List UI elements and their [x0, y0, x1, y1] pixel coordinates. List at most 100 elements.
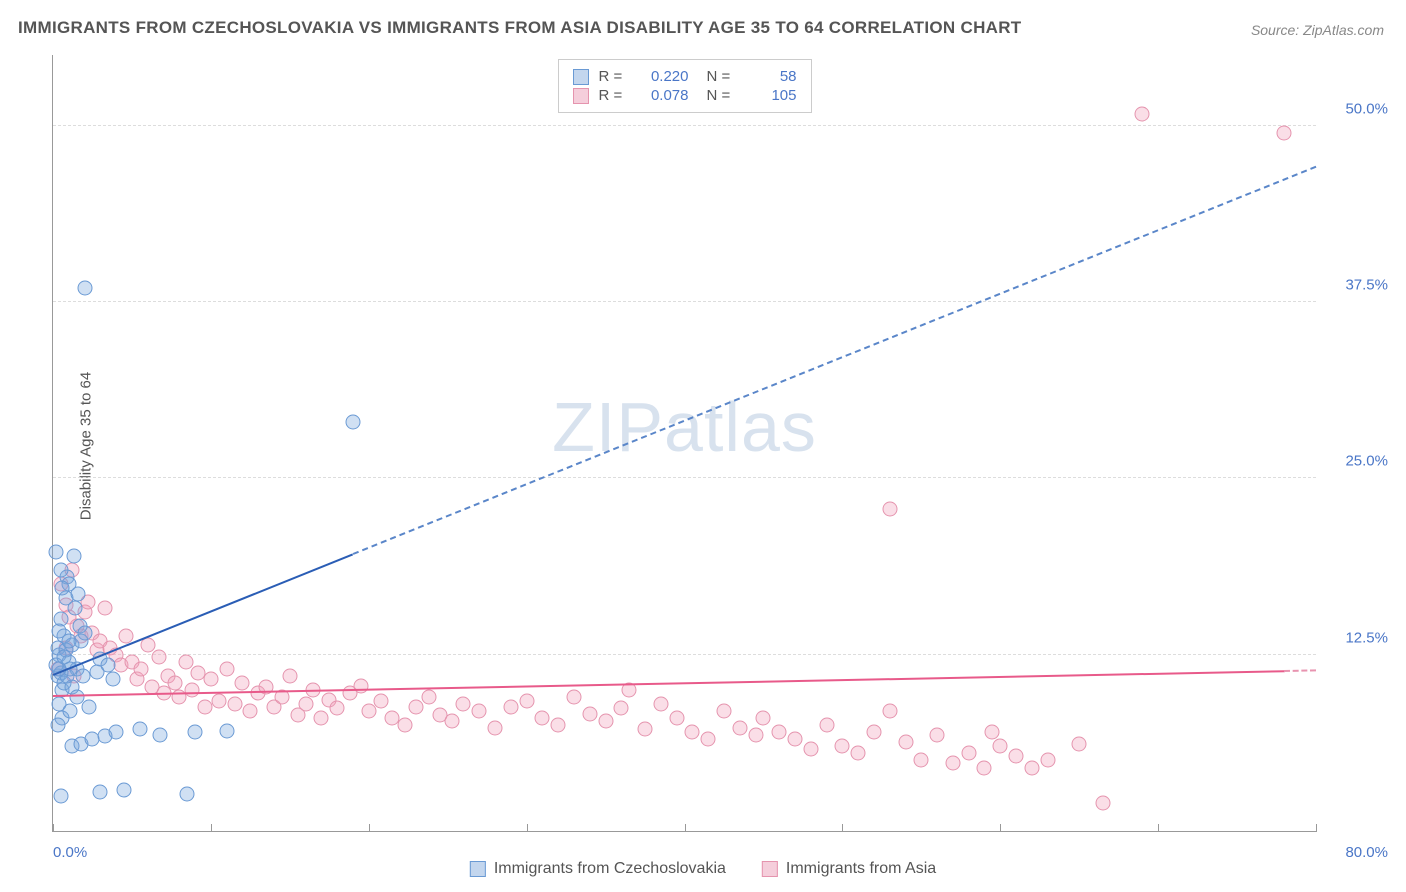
legend-row: R =0.078N =105 — [573, 87, 797, 104]
scatter-point — [1040, 753, 1055, 768]
scatter-point — [756, 711, 771, 726]
scatter-point — [851, 746, 866, 761]
gridline — [53, 477, 1316, 478]
scatter-point — [330, 701, 345, 716]
scatter-point — [71, 586, 86, 601]
y-tick-label: 37.5% — [1345, 276, 1388, 293]
scatter-point — [1277, 125, 1292, 140]
legend-r-label: R = — [599, 68, 633, 85]
scatter-point — [211, 694, 226, 709]
scatter-point — [638, 722, 653, 737]
trend-line — [1284, 670, 1316, 673]
scatter-point — [535, 711, 550, 726]
trend-line — [53, 553, 354, 675]
scatter-point — [1024, 760, 1039, 775]
legend-r-label: R = — [599, 87, 633, 104]
scatter-point — [653, 697, 668, 712]
scatter-point — [374, 694, 389, 709]
scatter-point — [551, 718, 566, 733]
scatter-point — [82, 699, 97, 714]
watermark: ZIPatlas — [552, 387, 817, 467]
scatter-point — [219, 661, 234, 676]
legend-label: Immigrants from Asia — [786, 860, 936, 878]
scatter-point — [456, 697, 471, 712]
scatter-point — [835, 739, 850, 754]
scatter-point — [993, 739, 1008, 754]
correlation-legend: R =0.220N =58R =0.078N =105 — [558, 59, 812, 113]
plot-area: ZIPatlas R =0.220N =58R =0.078N =105 0.0… — [52, 55, 1316, 832]
scatter-point — [219, 723, 234, 738]
scatter-point — [180, 787, 195, 802]
scatter-point — [197, 699, 212, 714]
legend-label: Immigrants from Czechoslovakia — [494, 860, 726, 878]
scatter-point — [188, 725, 203, 740]
scatter-point — [178, 654, 193, 669]
scatter-point — [66, 548, 81, 563]
scatter-point — [50, 718, 65, 733]
scatter-point — [398, 718, 413, 733]
legend-item: Immigrants from Czechoslovakia — [470, 860, 726, 878]
x-tick — [53, 824, 54, 832]
scatter-point — [788, 732, 803, 747]
scatter-point — [503, 699, 518, 714]
scatter-point — [1009, 749, 1024, 764]
legend-swatch — [573, 69, 589, 85]
x-tick — [685, 824, 686, 832]
scatter-point — [488, 721, 503, 736]
x-axis-end-label: 80.0% — [1345, 844, 1388, 861]
scatter-point — [598, 713, 613, 728]
scatter-point — [63, 704, 78, 719]
legend-row: R =0.220N =58 — [573, 68, 797, 85]
gridline — [53, 654, 1316, 655]
scatter-point — [614, 701, 629, 716]
scatter-point — [866, 725, 881, 740]
series-legend: Immigrants from Czechoslovakia Immigrants… — [470, 860, 936, 878]
chart-title: IMMIGRANTS FROM CZECHOSLOVAKIA VS IMMIGR… — [18, 18, 1022, 38]
y-tick-label: 25.0% — [1345, 453, 1388, 470]
scatter-point — [819, 718, 834, 733]
scatter-point — [421, 689, 436, 704]
scatter-point — [914, 753, 929, 768]
scatter-point — [977, 760, 992, 775]
legend-r-value: 0.078 — [643, 87, 689, 104]
scatter-point — [298, 697, 313, 712]
y-tick-label: 12.5% — [1345, 629, 1388, 646]
scatter-point — [85, 732, 100, 747]
scatter-point — [353, 678, 368, 693]
scatter-point — [151, 650, 166, 665]
scatter-point — [1095, 795, 1110, 810]
trend-line — [353, 166, 1317, 555]
scatter-point — [519, 694, 534, 709]
legend-n-value: 105 — [751, 87, 797, 104]
scatter-point — [803, 742, 818, 757]
scatter-point — [409, 699, 424, 714]
scatter-point — [701, 732, 716, 747]
scatter-point — [167, 675, 182, 690]
x-tick — [369, 824, 370, 832]
scatter-point — [153, 728, 168, 743]
scatter-point — [716, 704, 731, 719]
scatter-point — [77, 280, 92, 295]
scatter-point — [361, 704, 376, 719]
scatter-point — [93, 784, 108, 799]
scatter-point — [345, 414, 360, 429]
scatter-point — [472, 704, 487, 719]
scatter-point — [582, 706, 597, 721]
scatter-point — [772, 725, 787, 740]
scatter-point — [68, 601, 83, 616]
scatter-point — [109, 725, 124, 740]
x-axis-origin-label: 0.0% — [53, 844, 87, 861]
scatter-point — [898, 735, 913, 750]
scatter-point — [134, 661, 149, 676]
x-tick — [1316, 824, 1317, 832]
scatter-point — [748, 728, 763, 743]
legend-item: Immigrants from Asia — [762, 860, 936, 878]
scatter-point — [98, 601, 113, 616]
scatter-point — [882, 502, 897, 517]
scatter-point — [945, 756, 960, 771]
scatter-point — [184, 682, 199, 697]
scatter-point — [685, 725, 700, 740]
scatter-point — [57, 650, 72, 665]
scatter-point — [961, 746, 976, 761]
legend-swatch — [573, 88, 589, 104]
